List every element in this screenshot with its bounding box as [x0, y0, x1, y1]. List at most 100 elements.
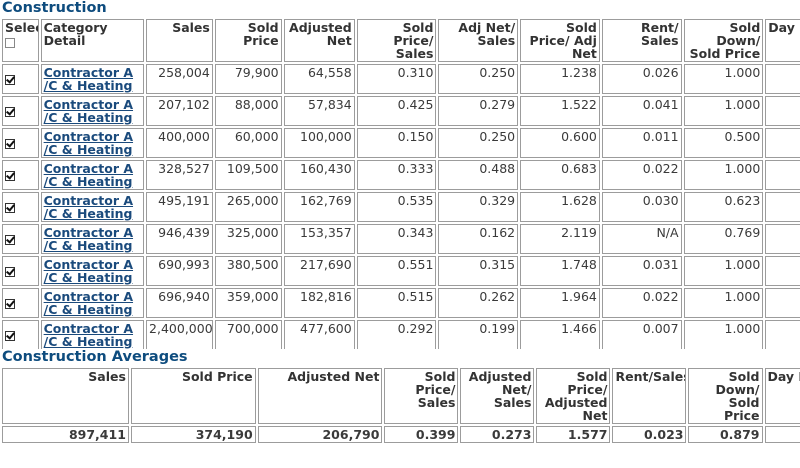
select-all-checkbox[interactable]: [5, 38, 15, 48]
table-row: Contractor A /C & Heating 400,000 60,000 10…: [2, 128, 800, 158]
cell-adj-net-sales: 0.279: [438, 96, 519, 126]
avg-value-sold-down-sold-price: 0.879: [688, 426, 763, 443]
row-select-checkbox[interactable]: [5, 299, 15, 309]
row-select-checkbox[interactable]: [5, 75, 15, 85]
cell-sales: 495,191: [146, 192, 213, 222]
averages-values-row: 897,411 374,190 206,790 0.399 0.273 1.57…: [2, 426, 800, 443]
cell-sold-down-sold-price: 0.769: [683, 224, 764, 254]
averages-header-row: Sales Sold Price Adjusted Net Sold Price…: [2, 368, 800, 424]
category-detail-link[interactable]: Contractor A /C & Heating: [43, 193, 134, 221]
table-row: Contractor A /C & Heating 2,400,000 700,00…: [2, 320, 800, 349]
cell-days-market: [765, 96, 800, 126]
cell-category: Contractor A /C & Heating: [40, 128, 145, 158]
category-detail-link[interactable]: Contractor A /C & Heating: [43, 129, 134, 157]
cell-sales: 946,439: [146, 224, 213, 254]
cell-select: [2, 192, 39, 222]
col-header-category: Category Detail: [40, 19, 145, 62]
row-select-checkbox[interactable]: [5, 235, 15, 245]
averages-section: Construction Averages Sales Sold Price A…: [0, 349, 800, 466]
avg-header-sold-down-sold-price: Sold Down/ Sold Price: [688, 368, 763, 424]
cell-adjusted-net: 100,000: [283, 128, 355, 158]
cell-sold-price-sales: 0.425: [356, 96, 437, 126]
cell-sold-price-adj-net: 1.238: [520, 64, 600, 94]
construction-section: Construction Select Category Detail Sale…: [0, 0, 800, 349]
avg-header-adjusted-net: Adjusted Net: [257, 368, 383, 424]
construction-table-wrap: Select Category Detail Sales Sold Price …: [0, 17, 800, 349]
cell-sold-down-sold-price: 1.000: [683, 320, 764, 349]
cell-sales: 696,940: [146, 288, 213, 318]
cell-adj-net-sales: 0.199: [438, 320, 519, 349]
cell-adj-net-sales: 0.262: [438, 288, 519, 318]
category-detail-link[interactable]: Contractor A /C & Heating: [43, 65, 134, 93]
cell-adj-net-sales: 0.250: [438, 64, 519, 94]
cell-category: Contractor A /C & Heating: [40, 160, 145, 190]
cell-sold-price-sales: 0.150: [356, 128, 437, 158]
construction-table: Select Category Detail Sales Sold Price …: [0, 17, 800, 349]
cell-sold-down-sold-price: 1.000: [683, 288, 764, 318]
table-row: Contractor A /C & Heating 495,191 265,000 1…: [2, 192, 800, 222]
avg-header-sold-price: Sold Price: [130, 368, 256, 424]
cell-days-market: [765, 192, 800, 222]
avg-header-rent-sales: Rent/Sales: [612, 368, 687, 424]
cell-days-market: [765, 128, 800, 158]
cell-sold-price-sales: 0.343: [356, 224, 437, 254]
cell-sold-price-adj-net: 1.964: [520, 288, 600, 318]
section-title-averages: Construction Averages: [2, 349, 188, 365]
cell-rent-sales: 0.022: [601, 288, 682, 318]
cell-adj-net-sales: 0.488: [438, 160, 519, 190]
cell-category: Contractor A /C & Heating: [40, 256, 145, 286]
row-select-checkbox[interactable]: [5, 171, 15, 181]
category-detail-link[interactable]: Contractor A /C & Heating: [43, 161, 134, 189]
cell-sold-price-adj-net: 1.628: [520, 192, 600, 222]
cell-rent-sales: N/A: [601, 224, 682, 254]
cell-select: [2, 64, 39, 94]
cell-sold-price: 700,000: [214, 320, 282, 349]
avg-header-sales: Sales: [2, 368, 129, 424]
avg-header-sold-price-adjusted-net: Sold Price/ Adjusted Net: [536, 368, 611, 424]
category-detail-link[interactable]: Contractor A /C & Heating: [43, 257, 134, 285]
cell-sold-price-adj-net: 0.600: [520, 128, 600, 158]
cell-rent-sales: 0.026: [601, 64, 682, 94]
category-detail-link[interactable]: Contractor A /C & Heating: [43, 321, 134, 349]
cell-sold-price: 359,000: [214, 288, 282, 318]
cell-select: [2, 320, 39, 349]
cell-category: Contractor A /C & Heating: [40, 192, 145, 222]
cell-sold-price: 60,000: [214, 128, 282, 158]
construction-table-body: Contractor A /C & Heating 258,004 79,900 64…: [2, 64, 800, 349]
cell-sold-down-sold-price: 1.000: [683, 64, 764, 94]
category-detail-link[interactable]: Contractor A /C & Heating: [43, 97, 134, 125]
cell-sales: 2,400,000: [146, 320, 213, 349]
cell-days-market: [765, 64, 800, 94]
section-title-construction: Construction: [2, 0, 107, 16]
table-row: Contractor A /C & Heating 328,527 109,500 1…: [2, 160, 800, 190]
cell-adjusted-net: 477,600: [283, 320, 355, 349]
row-select-checkbox[interactable]: [5, 203, 15, 213]
cell-rent-sales: 0.031: [601, 256, 682, 286]
avg-value-sales: 897,411: [2, 426, 129, 443]
col-header-sold-down-sold-price: Sold Down/ Sold Price: [683, 19, 764, 62]
table-row: Contractor A /C & Heating 946,439 325,000 1…: [2, 224, 800, 254]
cell-sold-down-sold-price: 1.000: [683, 256, 764, 286]
category-detail-link[interactable]: Contractor A /C & Heating: [43, 289, 134, 317]
table-row: Contractor A /C & Heating 258,004 79,900 64…: [2, 64, 800, 94]
cell-sold-price: 380,500: [214, 256, 282, 286]
avg-header-adjusted-net-sales: Adjusted Net/ Sales: [460, 368, 535, 424]
cell-select: [2, 128, 39, 158]
cell-adj-net-sales: 0.329: [438, 192, 519, 222]
row-select-checkbox[interactable]: [5, 139, 15, 149]
cell-sold-price-sales: 0.515: [356, 288, 437, 318]
cell-adjusted-net: 182,816: [283, 288, 355, 318]
category-detail-link[interactable]: Contractor A /C & Heating: [43, 225, 134, 253]
cell-adjusted-net: 64,558: [283, 64, 355, 94]
row-select-checkbox[interactable]: [5, 107, 15, 117]
cell-sold-price: 265,000: [214, 192, 282, 222]
row-select-checkbox[interactable]: [5, 331, 15, 341]
table-row: Contractor A /C & Heating 696,940 359,000 1…: [2, 288, 800, 318]
avg-header-days-market: Day Ma: [764, 368, 800, 424]
avg-value-rent-sales: 0.023: [612, 426, 687, 443]
avg-value-adjusted-net: 206,790: [257, 426, 383, 443]
cell-sold-price: 109,500: [214, 160, 282, 190]
cell-rent-sales: 0.011: [601, 128, 682, 158]
cell-sales: 690,993: [146, 256, 213, 286]
row-select-checkbox[interactable]: [5, 267, 15, 277]
